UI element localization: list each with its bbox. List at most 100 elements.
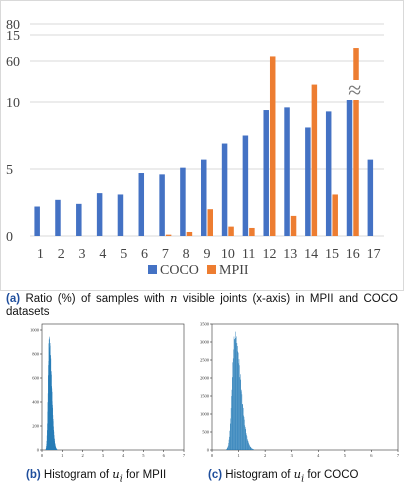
bar-mpii — [290, 215, 297, 236]
bar-coco — [325, 111, 332, 236]
caption-b-var: u — [112, 467, 120, 481]
x-tick-label: 5 — [142, 453, 145, 458]
x-tick-label: 0 — [41, 453, 44, 458]
legend-label-mpii: MPII — [219, 263, 249, 278]
bar-coco — [159, 174, 165, 236]
y-tick-label: 10 — [6, 96, 20, 111]
x-tick-label: 8 — [183, 247, 190, 262]
bar-coco — [346, 95, 353, 236]
caption-c-tag: (c) — [208, 469, 223, 481]
legend-label-coco: COCO — [160, 263, 199, 278]
histogram-mpii: 0 200 400 600 800 1000 0 1 2 3 4 5 6 7 — [30, 323, 186, 458]
x-tick-label: 4 — [122, 453, 125, 458]
y-tick-label: 15 — [6, 29, 20, 44]
legend-swatch-coco — [148, 265, 157, 274]
y-tick-label: 1500 — [200, 394, 210, 399]
x-tick-label: 4 — [317, 453, 320, 458]
y-tick-label: 3000 — [200, 340, 210, 345]
plot-frame — [211, 323, 399, 451]
y-tick-label: 200 — [32, 424, 40, 429]
caption-b-sub: i — [119, 473, 123, 485]
x-tick-label: 5 — [344, 453, 347, 458]
x-tick-label: 9 — [204, 247, 211, 262]
x-tick-label: 7 — [397, 453, 400, 458]
x-tick-label: 11 — [242, 247, 255, 262]
x-tick-label: 4 — [99, 247, 106, 262]
caption-a: (a) Ratio (%) of samples with n visible … — [6, 292, 398, 319]
bar-coco — [263, 110, 269, 236]
y-tick-label: 1000 — [200, 412, 210, 417]
bar-mpii — [311, 84, 318, 236]
x-tick-label: 7 — [183, 453, 186, 458]
y-tick-label: 400 — [32, 400, 40, 405]
caption-a-tag: (a) — [6, 293, 21, 305]
bar-mpii — [228, 226, 234, 236]
bar-coco — [34, 206, 40, 236]
bar-coco — [96, 193, 103, 236]
x-tick-label: 2 — [58, 247, 65, 262]
caption-b-text-2: for MPII — [122, 469, 167, 481]
y-tick-label: 80 — [6, 18, 20, 33]
bar-coco — [305, 127, 311, 236]
y-tick-label: 0 — [37, 448, 40, 453]
x-tick-label: 2 — [81, 453, 83, 458]
x-tick-label: 3 — [291, 453, 294, 458]
caption-a-text-1: Ratio (%) of samples with — [25, 293, 171, 305]
bar-coco — [367, 159, 374, 236]
x-tick-label: 1 — [61, 453, 63, 458]
y-tick-label: 2500 — [200, 358, 210, 363]
caption-a-text-2: visible joints (x-axis) in MPII and COCO… — [6, 293, 399, 318]
x-tick-label: 0 — [211, 453, 214, 458]
bar-coco — [55, 199, 61, 236]
x-tick-label: 2 — [264, 453, 266, 458]
caption-c-text: Histogram of — [225, 469, 294, 481]
plot-frame — [41, 323, 185, 451]
x-tick-label: 13 — [283, 247, 297, 262]
bar-coco — [201, 159, 207, 236]
bar-mpii — [207, 209, 213, 236]
y-tick-label: 600 — [32, 376, 40, 381]
bar-mpii — [165, 234, 172, 236]
bar-coco — [76, 203, 82, 236]
y-tick-label: 1000 — [30, 328, 40, 333]
x-tick-label: 3 — [102, 453, 105, 458]
bar-mpii — [353, 48, 359, 236]
x-tick-label: 1 — [237, 453, 239, 458]
y-tick-label: 800 — [32, 352, 40, 357]
caption-c-sub: i — [301, 473, 305, 485]
y-tick-label: 0 — [207, 448, 210, 453]
bar-mpii — [269, 56, 276, 236]
x-tick-label: 15 — [325, 247, 339, 262]
caption-a-var: n — [170, 291, 178, 305]
y-tick-label: 500 — [202, 430, 210, 435]
x-tick-label: 6 — [370, 453, 373, 458]
bar-coco — [117, 194, 124, 236]
bar-coco — [138, 173, 145, 236]
y-tick-label: 2000 — [200, 376, 210, 381]
x-tick-label: 5 — [120, 247, 127, 262]
x-tick-label: 3 — [79, 247, 86, 262]
caption-c-var: u — [293, 467, 302, 481]
bar-coco — [242, 135, 249, 236]
x-tick-label: 7 — [162, 247, 169, 262]
y-tick-label: 60 — [6, 55, 20, 70]
bar-mpii — [186, 231, 193, 236]
bar-coco — [180, 167, 186, 236]
caption-c: (c) Histogram of ui for COCO — [208, 468, 404, 485]
x-tick-label: 14 — [304, 247, 318, 262]
bar-coco — [284, 107, 290, 236]
caption-b: (b) Histogram of ui for MPII — [26, 468, 196, 485]
histogram-coco: 0 500 1000 1500 2000 2500 3000 3500 0 1 2 3 4 5 6 7 — [200, 322, 400, 459]
y-tick-label: 5 — [6, 163, 13, 178]
y-tick-label: 3500 — [200, 322, 210, 327]
bar-mpii — [332, 194, 338, 236]
legend-swatch-mpii — [207, 265, 216, 274]
caption-c-text-2: for COCO — [304, 469, 359, 481]
caption-b-text: Histogram of — [43, 469, 113, 481]
caption-b-tag: (b) — [26, 469, 41, 481]
y-tick-label: 0 — [6, 230, 13, 245]
x-tick-label: 17 — [367, 247, 381, 262]
axis-break-mask — [344, 80, 367, 100]
x-tick-label: 6 — [163, 453, 166, 458]
